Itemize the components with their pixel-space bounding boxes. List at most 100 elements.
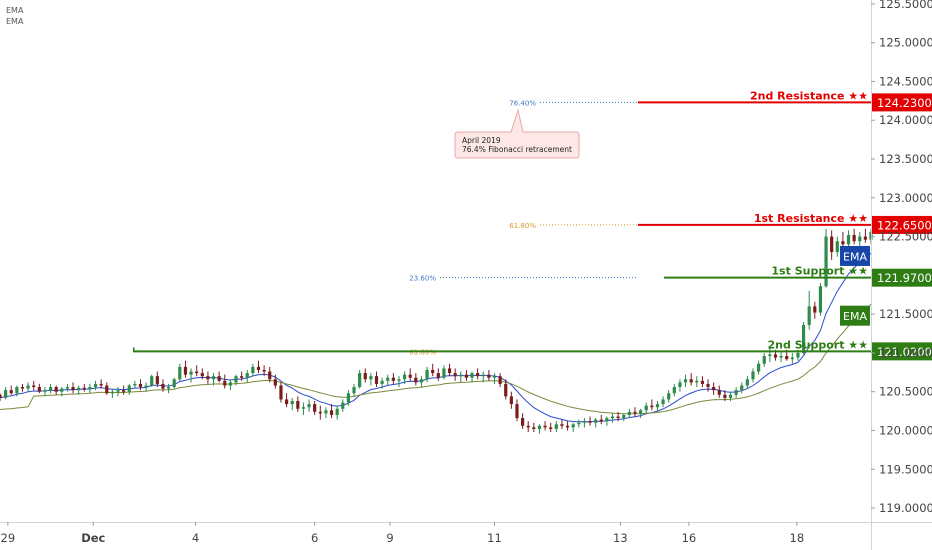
price-levels: 76.40%61.80%23.60%61.80%2nd Resistance ★… xyxy=(132,89,932,361)
price-tick-label: 120.0000 xyxy=(879,423,932,437)
time-tick-label: 11 xyxy=(487,531,502,545)
candle-body xyxy=(105,385,109,394)
candle-body xyxy=(723,394,727,398)
candle-body xyxy=(571,424,575,428)
candle-body xyxy=(442,368,446,378)
level-price-badge xyxy=(872,215,932,234)
candle-body xyxy=(138,383,143,388)
candle-body xyxy=(26,385,30,389)
candle-body xyxy=(644,405,648,411)
candle-body xyxy=(504,383,508,397)
time-tick-label: 9 xyxy=(386,531,393,545)
candle-body xyxy=(127,385,131,392)
candle-body xyxy=(605,418,609,422)
price-tick-label: 125.5000 xyxy=(879,0,932,11)
ema-badge-label: EMA xyxy=(843,310,867,323)
fib-label: 23.60% xyxy=(409,275,436,283)
candle-body xyxy=(341,402,345,409)
candle-body xyxy=(667,393,671,400)
candle-body xyxy=(110,391,114,394)
candle-body xyxy=(757,363,761,372)
candle-body xyxy=(386,377,390,381)
candle-body xyxy=(785,356,789,360)
candle-body xyxy=(650,405,654,408)
candle-body xyxy=(150,376,154,386)
candle-body xyxy=(144,385,148,388)
candle-body xyxy=(740,385,744,391)
candle-body xyxy=(133,383,137,386)
annotation-text: April 2019 xyxy=(462,136,501,145)
time-tick-label: 29 xyxy=(1,531,16,545)
candle-body xyxy=(223,380,227,386)
candle-body xyxy=(245,373,249,378)
level-price-value: 122.6500 xyxy=(877,218,932,232)
candle-body xyxy=(307,404,311,408)
level-name: 1st Support ★★ xyxy=(771,265,868,278)
candle-body xyxy=(431,369,435,374)
candle-body xyxy=(858,236,862,242)
ema-lines xyxy=(0,253,872,423)
candle-body xyxy=(773,354,778,358)
candle-body xyxy=(655,404,660,408)
candle-body xyxy=(329,410,334,415)
time-axis[interactable]: 29 Dec 4 6 9 11 13 16 18 xyxy=(0,522,932,545)
candle-body xyxy=(582,421,587,423)
time-tick-label: Dec xyxy=(81,531,105,545)
candle-body xyxy=(346,393,350,403)
candle-body xyxy=(554,424,558,429)
candle-body xyxy=(515,404,519,419)
candle-body xyxy=(790,357,794,360)
candle-body xyxy=(824,236,828,287)
candle-body xyxy=(99,383,103,386)
price-tick-label: 122.5000 xyxy=(879,230,932,244)
candle-body xyxy=(695,380,699,383)
candle-body xyxy=(487,374,491,378)
candle-body xyxy=(728,394,733,398)
candle-body xyxy=(172,379,176,388)
candle-body xyxy=(313,404,317,412)
annotation-box xyxy=(454,108,580,159)
candle-body xyxy=(464,374,469,378)
candle-body xyxy=(700,380,705,384)
candle-body xyxy=(15,387,19,394)
candle-body xyxy=(0,394,2,398)
price-axis[interactable]: 125.5000 125.0000 124.5000 124.0000 123.5000… xyxy=(871,0,932,550)
candle-body xyxy=(492,376,497,378)
ema-slow-line xyxy=(0,303,872,415)
candle-body xyxy=(768,354,772,357)
candle-body xyxy=(779,356,783,358)
candle-body xyxy=(509,396,513,405)
candle-body xyxy=(818,286,823,313)
candle-body xyxy=(54,387,58,392)
candle-body xyxy=(565,425,570,428)
candle-body xyxy=(65,387,70,389)
candle-body xyxy=(380,380,384,384)
candle-body xyxy=(358,373,362,388)
candle-body xyxy=(863,236,867,240)
candle-body xyxy=(352,387,356,394)
candle-body xyxy=(363,373,367,380)
candle-body xyxy=(639,410,643,414)
candle-body xyxy=(37,387,41,392)
level-price-badge xyxy=(872,342,932,361)
candle-body xyxy=(678,382,682,388)
candle-body xyxy=(48,387,53,391)
candle-body xyxy=(251,366,255,374)
candle-body xyxy=(425,369,429,380)
ema-fast-line xyxy=(0,253,872,423)
candle-body xyxy=(610,416,615,419)
candle-body xyxy=(217,376,221,381)
candle-body xyxy=(32,385,36,388)
price-tick-label: 124.5000 xyxy=(879,74,932,88)
price-tick-label: 123.0000 xyxy=(879,191,932,205)
candle-body xyxy=(9,390,13,394)
legend-ema-1: EMA xyxy=(6,6,24,15)
candle-body xyxy=(60,388,64,392)
candle-body xyxy=(532,427,536,429)
candle-body xyxy=(734,390,738,395)
candle-body xyxy=(599,419,603,422)
candle-body xyxy=(402,374,407,380)
